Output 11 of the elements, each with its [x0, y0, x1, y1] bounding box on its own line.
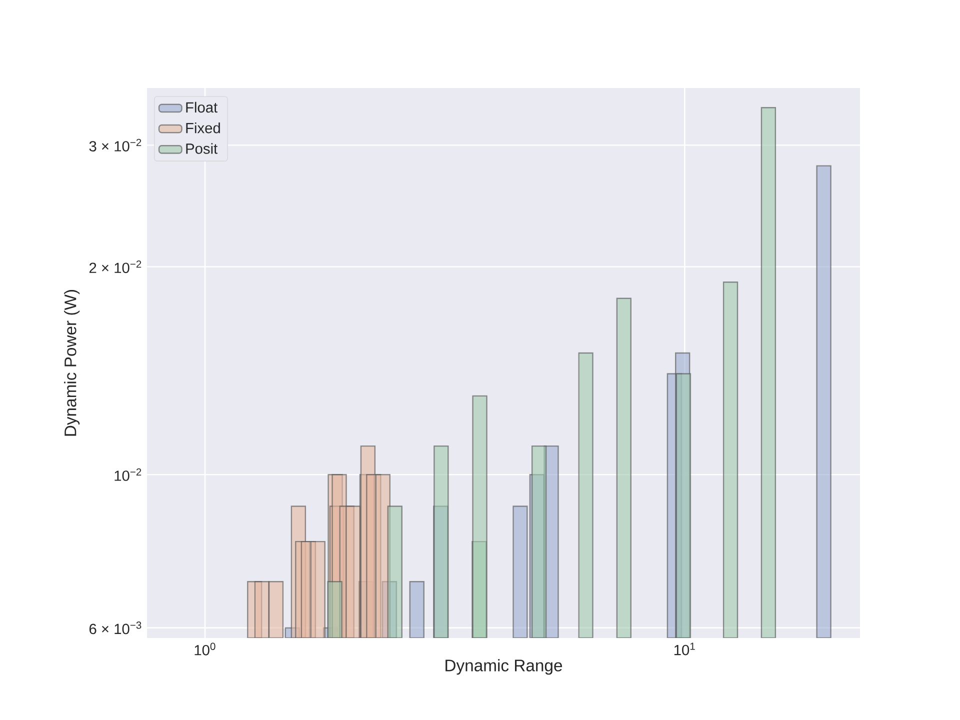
y-tick-label: 2 × 10$^{−2}$: [89, 260, 142, 274]
x-tick-label: 10$^{1}$: [674, 642, 695, 656]
x-axis-title: Dynamic Range: [446, 659, 562, 675]
y-tick-label: 3 × 10$^{−2}$: [89, 138, 142, 152]
legend-label: Float: [186, 102, 218, 113]
y-tick-label: 6 × 10$^{−3}$: [89, 622, 142, 634]
legend-label: Fixed: [186, 122, 220, 134]
y-axis-title: Dynamic Power (W): [64, 290, 80, 436]
x-tick-label: 10$^{0}$: [194, 642, 216, 656]
y-tick-label: 10$^{−2}$: [114, 468, 142, 481]
legend-label: Posit: [186, 143, 218, 154]
